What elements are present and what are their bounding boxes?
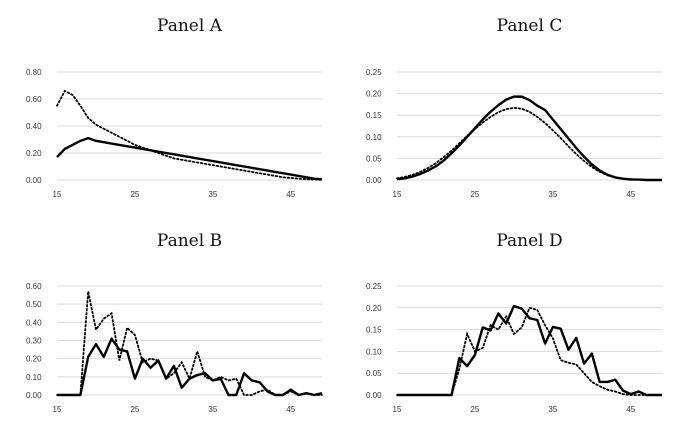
panel-b-x-tick-label: 15 <box>53 405 62 414</box>
panel-c-y-tick-label: 0.20 <box>366 90 382 99</box>
panel-b-series-dotted-line <box>56 291 323 396</box>
panel-b-series-solid-line <box>57 337 323 397</box>
panel-a-x-tick-label: 35 <box>208 190 217 199</box>
panel-a: Panel A 0.00 0.20 0.40 0.60 0.80 15 25 35 45 <box>26 16 323 199</box>
panel-d-title: Panel D <box>496 231 562 251</box>
panel-d-y-tick-label: 0.20 <box>366 304 382 313</box>
panel-b-y-tick-label: 0.60 <box>26 282 42 291</box>
panel-d-y-tick-label: 0.10 <box>366 347 382 356</box>
panel-d-x-tick-label: 45 <box>626 405 635 414</box>
panel-d-y-tick-label: 0.00 <box>366 391 382 400</box>
panel-b-x-tick-label: 35 <box>208 405 217 414</box>
panel-a-y-tick-label: 0.20 <box>26 149 42 158</box>
panel-a-series-dotted-line <box>56 89 323 181</box>
panel-a-x-tick-label: 25 <box>130 190 139 199</box>
panel-c-series-dotted-line <box>396 106 663 181</box>
panel-a-x-tick-label: 45 <box>286 190 295 199</box>
panel-a-x-tick-label: 15 <box>53 190 62 199</box>
panel-c-y-tick-label: 0.05 <box>366 154 382 163</box>
panel-c-x-tick-label: 15 <box>393 190 402 199</box>
panel-b-y-tick-label: 0.40 <box>26 318 42 327</box>
panel-b-y-tick-label: 0.10 <box>26 373 42 382</box>
panel-d-x-tick-label: 35 <box>548 405 557 414</box>
panel-a-y-tick-label: 0.60 <box>26 95 42 104</box>
panel-c-x-tick-label: 25 <box>470 190 479 199</box>
panel-b-y-tick-label: 0.20 <box>26 355 42 364</box>
panel-c-y-tick-label: 0.10 <box>366 133 382 142</box>
panel-d-y-tick-label: 0.05 <box>366 369 382 378</box>
panel-d-x-tick-label: 25 <box>470 405 479 414</box>
panel-d-x-tick-label: 15 <box>393 405 402 414</box>
panel-a-y-tick-label: 0.80 <box>26 68 42 77</box>
panel-b-y-tick-label: 0.00 <box>26 391 42 400</box>
panel-b-y-tick-label: 0.30 <box>26 337 42 346</box>
panel-d: Panel D 0.00 0.05 0.10 0.15 0.20 0.25 15 25 35 45 <box>366 231 663 414</box>
panel-d-y-tick-label: 0.15 <box>366 326 382 335</box>
panel-c-title: Panel C <box>497 16 563 36</box>
panel-b-x-tick-label: 45 <box>286 405 295 414</box>
panel-c-series-solid-line <box>396 95 662 182</box>
panel-b-x-tick-label: 25 <box>130 405 139 414</box>
panel-a-y-tick-label: 0.40 <box>26 122 42 131</box>
panel-b-y-tick-label: 0.50 <box>26 300 42 309</box>
panel-d-series-dotted-line <box>396 306 663 396</box>
panel-c-x-tick-label: 45 <box>626 190 635 199</box>
panel-b: Panel B 0.00 0.10 0.20 0.30 0.40 0.50 0.60 15 25… <box>26 231 323 414</box>
panel-d-series-solid-line <box>397 304 662 397</box>
panel-a-title: Panel A <box>157 16 223 36</box>
panel-c: Panel C 0.00 0.05 0.10 0.15 0.20 0.25 15 25 35 45 <box>366 16 663 199</box>
panel-a-series-solid-line <box>56 136 323 181</box>
panel-c-y-tick-label: 0.15 <box>366 111 382 120</box>
panel-b-title: Panel B <box>157 231 222 251</box>
panel-a-y-tick-label: 0.00 <box>26 176 42 185</box>
panel-c-y-tick-label: 0.25 <box>366 68 382 77</box>
panel-c-y-tick-label: 0.00 <box>366 176 382 185</box>
panel-c-x-tick-label: 35 <box>548 190 557 199</box>
panel-d-y-tick-label: 0.25 <box>366 282 382 291</box>
